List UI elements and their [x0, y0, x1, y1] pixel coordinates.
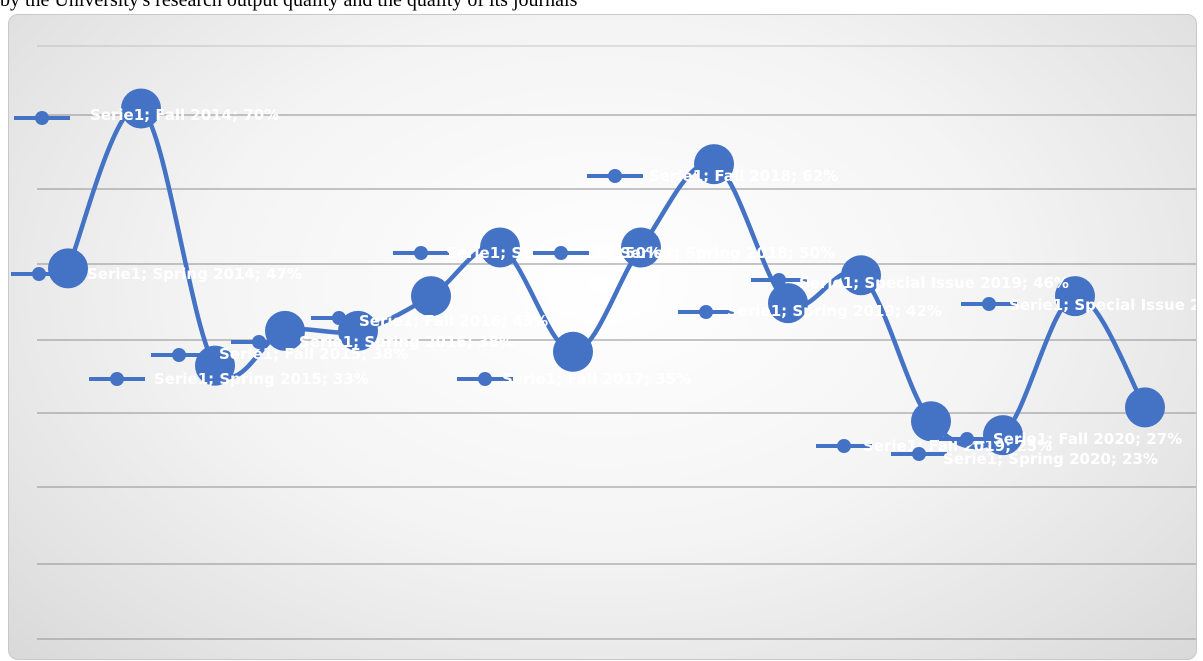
label-key-marker	[252, 335, 266, 349]
label-key-marker	[772, 273, 786, 287]
data-label: Serie1; Spring 2019; 42%	[727, 302, 942, 320]
data-point[interactable]	[553, 331, 593, 372]
data-label: Serie1; Spring 2020; 23%	[943, 450, 1158, 468]
data-label: Serie1; Fall 2018; 62%	[649, 167, 838, 185]
label-key-marker	[912, 447, 926, 461]
data-label: Serie1; Spring 2018; 50%	[620, 244, 835, 262]
data-point[interactable]	[694, 144, 734, 185]
label-key-marker	[110, 372, 124, 386]
data-label: Serie1; Special Issue 2020; 43%	[1009, 296, 1196, 314]
data-point[interactable]	[48, 248, 88, 289]
label-key-marker	[172, 348, 186, 362]
data-point[interactable]	[983, 415, 1023, 456]
label-key-marker	[608, 169, 622, 183]
data-point[interactable]	[480, 227, 520, 268]
data-label: Serie1; Fall 2017; 35%	[502, 370, 691, 388]
data-point[interactable]	[1055, 276, 1095, 317]
page-header-text: by the University's research output qual…	[0, 0, 578, 11]
label-key-marker	[32, 267, 46, 281]
label-key-marker	[960, 432, 974, 446]
label-key-marker	[837, 439, 851, 453]
chart-area: Serie1; Spring 2014; 47% Serie1; Fall 201…	[8, 14, 1197, 660]
data-point[interactable]	[121, 88, 161, 129]
label-key-marker	[414, 246, 428, 260]
label-key-marker	[35, 111, 49, 125]
data-label: Serie1; Fall 2020; 27%	[993, 430, 1182, 448]
label-key-marker	[554, 246, 568, 260]
line-chart: Serie1; Spring 2014; 47% Serie1; Fall 201…	[11, 45, 1196, 640]
data-point[interactable]	[768, 283, 808, 324]
data-label: Serie1; Fall 2014; 70%	[90, 106, 279, 124]
label-key-marker	[332, 311, 346, 325]
data-point[interactable]	[338, 310, 378, 351]
label-key-marker	[699, 305, 713, 319]
gridlines	[37, 45, 1196, 640]
data-label: Serie1; Fall 2016; 43%	[359, 312, 548, 330]
data-label: Serie1; Special Issue 2019; 46%	[799, 274, 1069, 292]
data-point[interactable]	[621, 227, 661, 268]
data-label: Serie1; Spring 2014; 47%	[87, 265, 302, 283]
data-label: Serie1; Fall 2015; 38%	[219, 345, 408, 363]
label-key-marker	[982, 297, 996, 311]
label-key-marker	[478, 372, 492, 386]
data-labels: Serie1; Spring 2014; 47% Serie1; Fall 201…	[11, 106, 1196, 468]
data-label: Serie1; Fall 2019; 25%	[863, 437, 1052, 455]
data-label: Serie1; Spring 2016; 38%	[299, 333, 514, 351]
data-point[interactable]	[411, 276, 451, 317]
data-point[interactable]	[1125, 387, 1165, 428]
data-point[interactable]	[841, 255, 881, 296]
data-point[interactable]	[911, 401, 951, 442]
data-label: Serie1; Spring 2015; 33%	[154, 370, 369, 388]
